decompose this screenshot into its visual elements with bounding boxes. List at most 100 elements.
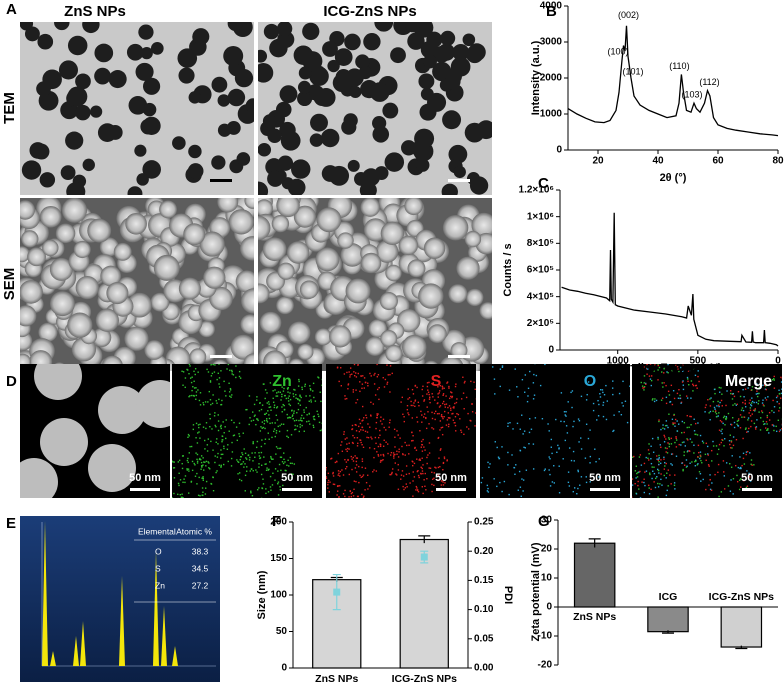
signal-dot <box>628 504 629 505</box>
signal-dot <box>178 485 179 486</box>
signal-dot <box>417 421 418 422</box>
signal-dot <box>304 431 305 432</box>
signal-dot <box>300 426 301 427</box>
signal-dot <box>665 425 666 426</box>
y-axis-label: Size (nm) <box>256 570 268 619</box>
signal-dot <box>208 371 209 372</box>
signal-dot <box>402 414 403 415</box>
signal-dot <box>225 395 226 396</box>
signal-dot <box>429 394 430 395</box>
category-label: ICG-ZnS NPs <box>709 591 774 603</box>
signal-dot <box>320 430 321 431</box>
signal-dot <box>681 463 682 464</box>
particle <box>235 69 253 87</box>
signal-dot <box>243 461 244 462</box>
y-tick-label: 1.2×10⁶ <box>519 185 554 196</box>
signal-dot <box>445 395 446 396</box>
signal-dot <box>651 385 652 386</box>
signal-dot <box>194 464 195 465</box>
point <box>421 554 428 561</box>
signal-dot <box>355 481 356 482</box>
signal-dot <box>755 428 756 429</box>
signal-dot <box>517 396 518 397</box>
signal-dot <box>652 466 653 467</box>
signal-dot <box>353 460 354 461</box>
signal-dot <box>441 414 442 415</box>
signal-dot <box>779 407 780 408</box>
signal-dot <box>224 432 225 433</box>
signal-dot <box>343 493 344 494</box>
particle <box>136 63 154 81</box>
signal-dot <box>693 385 694 386</box>
signal-dot <box>434 419 435 420</box>
signal-dot <box>240 464 241 465</box>
signal-dot <box>384 440 385 441</box>
signal-dot <box>313 383 314 384</box>
signal-dot <box>774 406 775 407</box>
signal-dot <box>520 429 521 430</box>
particle <box>178 68 194 84</box>
signal-dot <box>324 429 325 430</box>
signal-dot <box>710 411 711 412</box>
signal-dot <box>450 410 451 411</box>
signal-dot <box>765 427 766 428</box>
particle <box>37 34 53 50</box>
signal-dot <box>265 439 266 440</box>
signal-dot <box>627 422 628 423</box>
y2-tick-label: 0.25 <box>474 517 494 528</box>
signal-dot <box>266 392 267 393</box>
signal-dot <box>188 462 189 463</box>
signal-dot <box>356 464 357 465</box>
particle <box>228 89 245 106</box>
signal-dot <box>226 368 227 369</box>
signal-dot <box>778 390 779 391</box>
particle <box>65 132 83 150</box>
signal-dot <box>408 453 409 454</box>
signal-dot <box>327 487 328 488</box>
signal-dot <box>705 407 706 408</box>
signal-dot <box>602 404 603 405</box>
signal-dot <box>752 401 753 402</box>
signal-dot <box>216 470 217 471</box>
signal-dot <box>250 492 251 493</box>
particle <box>465 123 485 143</box>
signal-dot <box>443 401 444 402</box>
signal-dot <box>657 379 658 380</box>
signal-dot <box>291 463 292 464</box>
signal-dot <box>302 389 303 390</box>
signal-dot <box>278 494 279 495</box>
signal-dot <box>293 396 294 397</box>
signal-dot <box>708 484 709 485</box>
signal-dot <box>743 416 744 417</box>
signal-dot <box>429 399 430 400</box>
signal-dot <box>730 435 731 436</box>
signal-dot <box>177 500 178 501</box>
signal-dot <box>700 435 701 436</box>
signal-dot <box>190 377 191 378</box>
signal-dot <box>669 443 670 444</box>
signal-dot <box>693 445 694 446</box>
signal-dot <box>345 398 346 399</box>
particle <box>142 117 160 135</box>
signal-dot <box>301 397 302 398</box>
signal-dot <box>298 379 299 380</box>
signal-dot <box>561 392 562 393</box>
particle <box>385 345 402 362</box>
signal-dot <box>394 446 395 447</box>
signal-dot <box>295 398 296 399</box>
particle <box>94 68 111 85</box>
particle <box>300 280 318 298</box>
signal-dot <box>630 422 631 423</box>
signal-dot <box>369 485 370 486</box>
signal-dot <box>474 425 475 426</box>
signal-dot <box>415 385 416 386</box>
signal-dot <box>711 460 712 461</box>
signal-dot <box>344 496 345 497</box>
signal-dot <box>687 397 688 398</box>
signal-dot <box>751 402 752 403</box>
signal-dot <box>197 454 198 455</box>
signal-dot <box>524 392 525 393</box>
signal-dot <box>233 435 234 436</box>
signal-dot <box>663 457 664 458</box>
